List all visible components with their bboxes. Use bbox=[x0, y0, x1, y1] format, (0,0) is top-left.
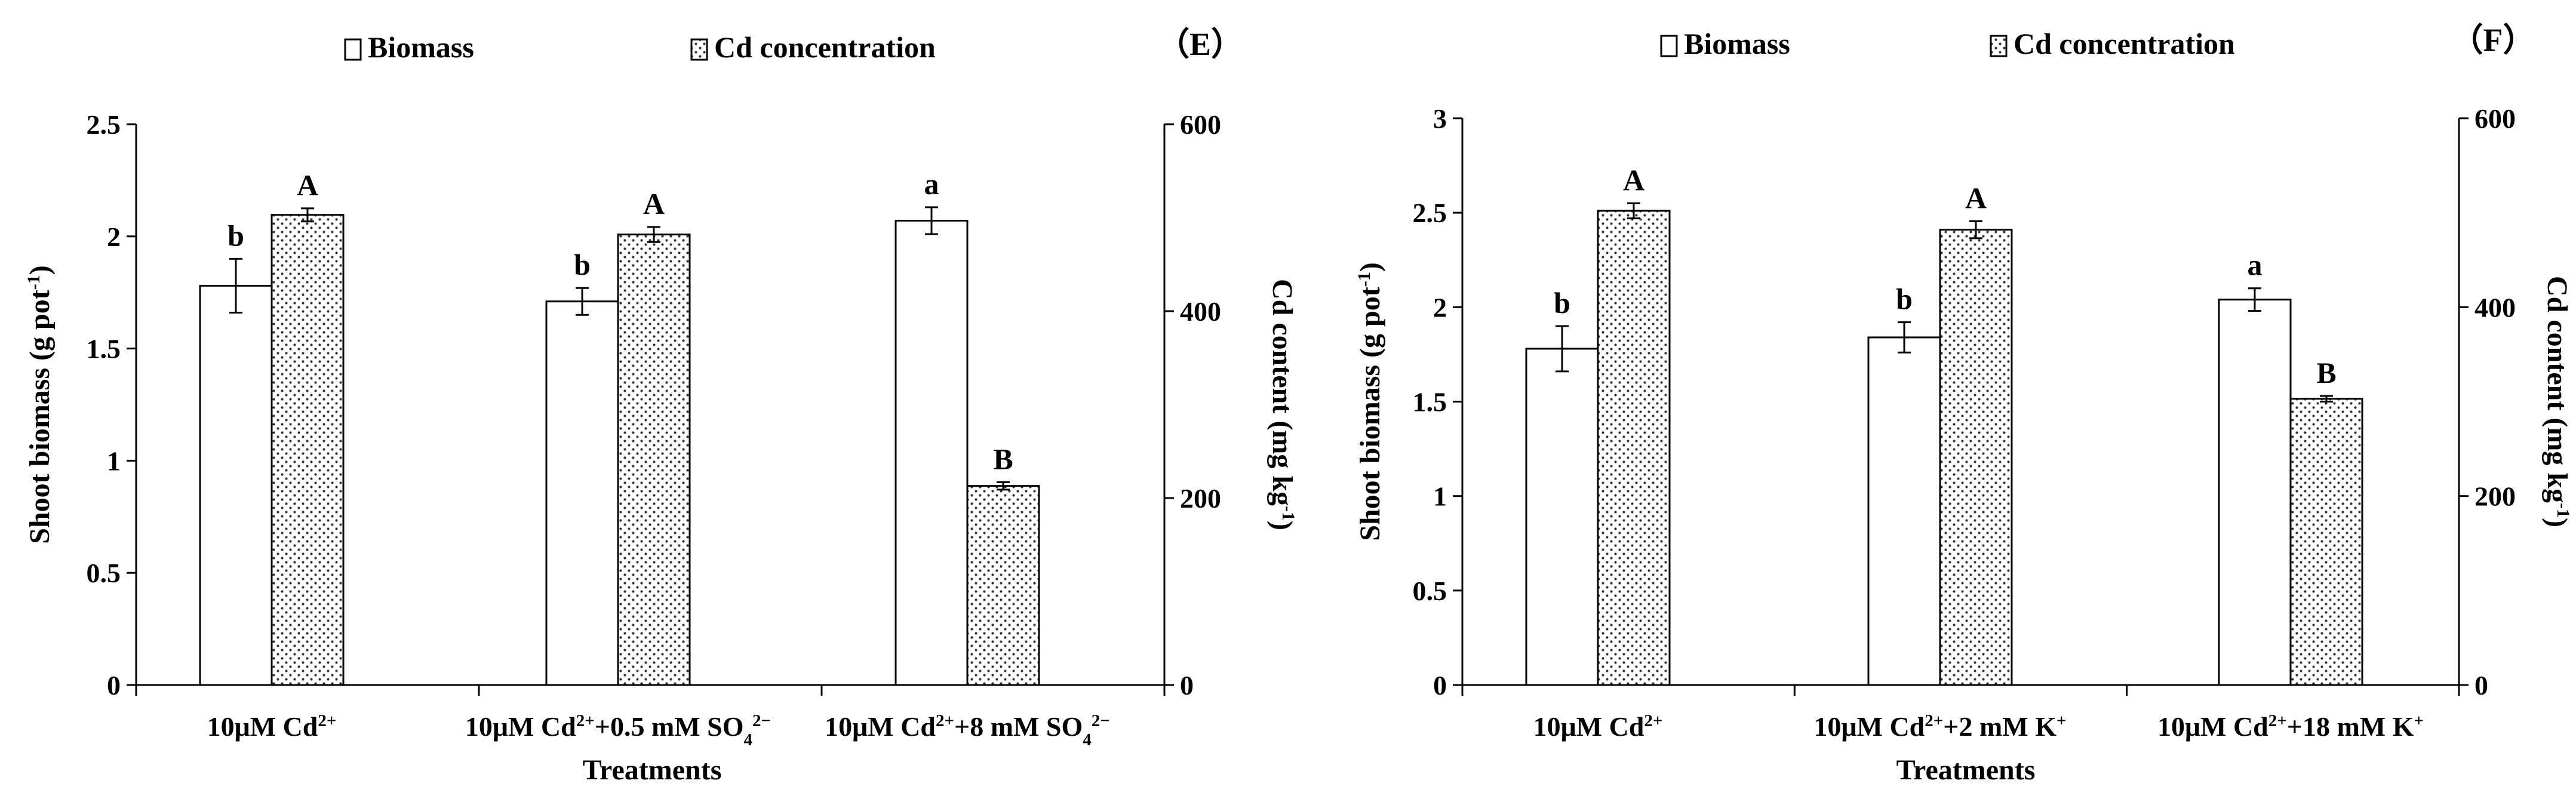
legend-swatch-cd-concentration bbox=[1990, 35, 2008, 57]
panel-label: （F） bbox=[2451, 22, 2535, 58]
left-y-tick-label: 3 bbox=[1433, 103, 1447, 134]
left-y-tick-label: 0 bbox=[1433, 670, 1447, 701]
significance-letter: a bbox=[2248, 248, 2263, 282]
category-label: 10μM Cd2+ bbox=[207, 711, 337, 742]
significance-letter: b bbox=[574, 248, 591, 281]
left-y-tick-label: 0.5 bbox=[87, 558, 121, 588]
left-y-tick-label: 2 bbox=[107, 222, 121, 252]
left-y-tick-label: 1 bbox=[1433, 481, 1447, 512]
significance-letter: A bbox=[1965, 181, 1987, 214]
legend-label: Biomass bbox=[1684, 27, 1790, 60]
bar-cd-concentration bbox=[617, 234, 691, 686]
x-axis-title: Treatments bbox=[583, 754, 722, 786]
significance-letter: A bbox=[297, 168, 318, 202]
bar-biomass bbox=[2218, 299, 2292, 686]
panel-label: （E） bbox=[1157, 26, 1243, 62]
left-y-tick-label: 2 bbox=[1433, 292, 1447, 322]
category-label: 10μM Cd2+ bbox=[1533, 711, 1663, 742]
bar-cd-concentration bbox=[966, 485, 1040, 686]
significance-letter: b bbox=[228, 219, 244, 252]
right-y-tick-label: 400 bbox=[2474, 292, 2516, 322]
significance-letter: A bbox=[1623, 163, 1644, 196]
left-y-tick-label: 1.5 bbox=[87, 334, 121, 364]
right-y-tick-label: 600 bbox=[2474, 103, 2516, 134]
right-y-tick-label: 400 bbox=[1180, 296, 1221, 327]
significance-letter: b bbox=[1896, 282, 1913, 316]
bar-biomass bbox=[545, 300, 619, 686]
panel-e: Biomass Cd concentration （E） 0 0.5 1 1.5 2 2.5 0 2… bbox=[24, 26, 1299, 786]
right-y-tick-label: 0 bbox=[2474, 670, 2488, 701]
left-y-tick-label: 0 bbox=[107, 670, 121, 701]
bar-cd-concentration bbox=[2289, 398, 2363, 686]
category-label: 10μM Cd2++0.5 mM SO42− bbox=[465, 711, 771, 749]
legend-swatch-cd-concentration bbox=[690, 38, 708, 61]
significance-letter: B bbox=[993, 442, 1013, 475]
left-y-axis-title: Shoot biomass (g pot-1) bbox=[24, 265, 56, 543]
x-axis-title: Treatments bbox=[1896, 754, 2036, 786]
left-y-axis-title: Shoot biomass (g pot-1) bbox=[1354, 262, 1387, 540]
category-label: 10μM Cd2++18 mM K+ bbox=[2157, 711, 2424, 742]
bar-cd-concentration bbox=[1939, 229, 2013, 686]
right-y-tick-label: 200 bbox=[2474, 481, 2516, 512]
legend-label: Biomass bbox=[368, 30, 474, 64]
bar-cd-concentration bbox=[270, 214, 345, 686]
significance-letter: A bbox=[643, 187, 665, 220]
left-y-tick-label: 0.5 bbox=[1413, 576, 1447, 606]
left-y-tick-label: 2.5 bbox=[87, 109, 121, 140]
bar-biomass bbox=[199, 284, 273, 686]
significance-letter: b bbox=[1554, 286, 1570, 320]
left-y-tick-label: 1 bbox=[107, 446, 121, 476]
panel-f: Biomass Cd concentration （F） 0 0.5 1 1.5 2 2.5 3 0… bbox=[1354, 22, 2574, 786]
legend-label: Cd concentration bbox=[2014, 27, 2235, 60]
bar-biomass bbox=[894, 220, 969, 686]
category-label: 10μM Cd2++8 mM SO42− bbox=[825, 711, 1110, 749]
significance-letter: B bbox=[2316, 356, 2336, 389]
legend-label: Cd concentration bbox=[714, 30, 936, 64]
right-y-tick-label: 0 bbox=[1180, 670, 1194, 701]
bar-biomass bbox=[1867, 336, 1941, 686]
bar-biomass bbox=[1525, 348, 1599, 686]
left-y-tick-label: 2.5 bbox=[1413, 198, 1447, 228]
legend-swatch-biomass bbox=[344, 38, 362, 61]
bar-cd-concentration bbox=[1597, 210, 1671, 686]
legend-swatch-biomass bbox=[1660, 35, 1678, 57]
significance-letter: a bbox=[924, 167, 939, 201]
right-y-axis-title: Cd content (mg kg-1) bbox=[1267, 279, 1299, 530]
left-y-tick-label: 1.5 bbox=[1413, 387, 1447, 417]
right-y-tick-label: 200 bbox=[1180, 483, 1221, 514]
category-label: 10μM Cd2++2 mM K+ bbox=[1813, 711, 2066, 742]
right-y-tick-label: 600 bbox=[1180, 109, 1221, 140]
right-y-axis-title: Cd content (mg kg-1) bbox=[2541, 276, 2574, 527]
